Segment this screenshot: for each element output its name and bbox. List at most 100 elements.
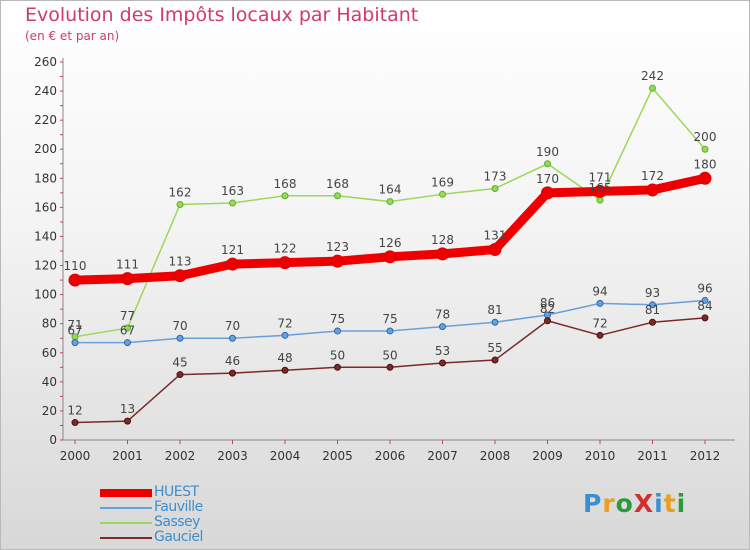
chart-title: Evolution des Impôts locaux par Habitant — [25, 4, 419, 26]
data-label-sassey: 165 — [589, 181, 612, 195]
data-point-sassey — [439, 190, 446, 198]
logo-letter: P — [583, 489, 603, 518]
data-point-gauciel — [334, 363, 341, 371]
data-point-gauciel — [439, 359, 446, 367]
data-label-gauciel: 12 — [67, 404, 82, 418]
data-label-fauville: 70 — [225, 319, 240, 333]
legend-label: Sassey — [154, 514, 200, 530]
data-point-sassey — [649, 84, 656, 92]
proxiti-logo: ProXiti — [583, 489, 686, 518]
data-point-huest — [121, 272, 134, 286]
x-tick-label: 2012 — [690, 449, 721, 463]
data-point-huest — [383, 250, 397, 264]
data-point-gauciel — [544, 317, 551, 325]
data-label-huest: 128 — [431, 233, 454, 247]
y-tick-label: 240 — [34, 84, 57, 98]
data-label-huest: 180 — [694, 157, 717, 171]
data-label-fauville: 70 — [172, 319, 187, 333]
data-label-sassey: 164 — [379, 183, 402, 197]
data-point-huest — [226, 257, 239, 271]
data-point-fauville — [124, 339, 131, 347]
data-point-sassey — [491, 184, 499, 192]
data-label-huest: 131 — [484, 229, 507, 243]
x-tick-label: 2008 — [480, 449, 511, 463]
data-label-huest: 171 — [589, 170, 612, 184]
data-label-fauville: 67 — [67, 324, 82, 338]
logo-letter: i — [676, 489, 687, 518]
legend-label: Fauville — [154, 499, 203, 515]
data-label-huest: 123 — [326, 240, 349, 254]
data-point-fauville — [281, 331, 289, 339]
data-label-huest: 122 — [274, 242, 297, 256]
data-label-gauciel: 84 — [697, 299, 712, 313]
data-label-gauciel: 72 — [592, 316, 607, 330]
data-point-gauciel — [176, 371, 184, 379]
data-label-huest: 111 — [116, 258, 139, 272]
data-point-gauciel — [596, 331, 604, 339]
x-tick-label: 2003 — [217, 449, 248, 463]
legend-label: Gauciel — [154, 529, 203, 545]
legend-swatch — [100, 489, 152, 497]
data-point-sassey — [386, 198, 394, 206]
data-label-sassey: 169 — [431, 175, 454, 189]
data-label-sassey: 242 — [641, 69, 664, 83]
data-point-fauville — [334, 327, 341, 335]
data-point-sassey — [596, 196, 604, 204]
data-label-huest: 113 — [169, 255, 192, 269]
data-label-huest: 172 — [641, 169, 664, 183]
y-tick-label: 20 — [42, 404, 57, 418]
x-tick-label: 2011 — [637, 449, 668, 463]
y-tick-label: 140 — [34, 229, 57, 243]
data-label-huest: 126 — [379, 236, 402, 250]
logo-letter: r — [602, 489, 616, 518]
data-label-fauville: 72 — [277, 316, 292, 330]
x-tick-label: 2005 — [322, 449, 353, 463]
data-point-gauciel — [386, 363, 394, 371]
data-label-gauciel: 48 — [277, 351, 292, 365]
data-point-sassey — [334, 192, 341, 200]
x-tick-label: 2009 — [532, 449, 563, 463]
data-label-sassey: 77 — [120, 309, 135, 323]
data-point-sassey — [124, 324, 131, 332]
data-label-huest: 110 — [64, 259, 87, 273]
data-point-huest — [541, 186, 554, 200]
data-point-huest — [68, 273, 82, 287]
data-label-sassey: 168 — [326, 177, 349, 191]
logo-letter: o — [615, 489, 634, 518]
logo-letter: X — [633, 489, 655, 518]
data-point-sassey — [229, 199, 236, 207]
data-label-fauville: 94 — [592, 284, 607, 298]
y-tick-label: 260 — [34, 55, 57, 69]
data-point-huest — [173, 269, 187, 283]
data-point-gauciel — [491, 356, 499, 364]
data-label-huest: 121 — [221, 243, 244, 257]
data-point-fauville — [649, 301, 656, 309]
logo-letter: i — [654, 489, 664, 518]
data-point-fauville — [491, 318, 499, 326]
data-label-huest: 170 — [536, 172, 559, 186]
x-tick-label: 2010 — [585, 449, 616, 463]
data-point-fauville — [71, 339, 79, 347]
series-line-sassey — [74, 87, 706, 338]
data-point-gauciel — [124, 417, 131, 425]
data-point-gauciel — [701, 314, 709, 322]
data-point-sassey — [544, 160, 551, 168]
data-label-gauciel: 82 — [540, 302, 555, 316]
data-point-fauville — [439, 323, 446, 331]
data-point-huest — [436, 247, 449, 261]
data-label-sassey: 200 — [694, 130, 717, 144]
data-label-gauciel: 50 — [330, 348, 345, 362]
data-label-fauville: 86 — [540, 296, 555, 310]
data-point-fauville — [386, 327, 394, 335]
data-label-fauville: 75 — [330, 312, 345, 326]
data-point-huest — [593, 184, 607, 198]
data-point-huest — [646, 183, 659, 197]
data-point-gauciel — [649, 318, 656, 326]
data-label-fauville: 81 — [487, 303, 502, 317]
legend-swatch — [100, 537, 152, 539]
data-label-gauciel: 46 — [225, 354, 240, 368]
data-point-gauciel — [71, 419, 79, 427]
data-point-sassey — [281, 192, 289, 200]
data-label-sassey: 173 — [484, 169, 507, 183]
